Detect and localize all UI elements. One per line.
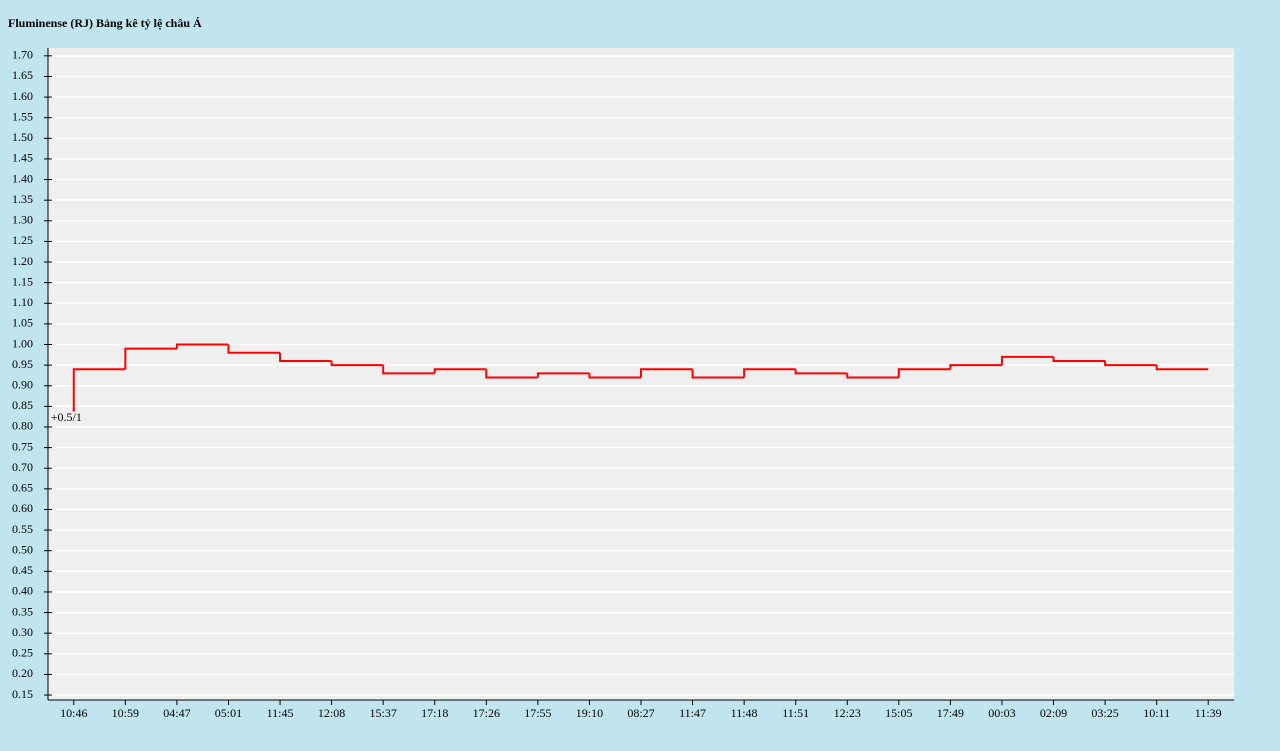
x-tick-label: 12:08 <box>318 706 345 720</box>
step-segment <box>691 369 745 379</box>
x-tick-label: 04:47 <box>163 706 190 720</box>
x-tick-label: 02:09 <box>1040 706 1067 720</box>
x-tick-label: 17:26 <box>473 706 500 720</box>
step-segment <box>72 368 126 411</box>
step-segment <box>227 344 281 354</box>
y-tick-label: 1.70 <box>12 48 33 62</box>
step-segment <box>1155 365 1209 371</box>
step-segment <box>1000 355 1054 366</box>
x-tick-label: 11:48 <box>731 706 758 720</box>
y-tick-label: 1.05 <box>12 316 33 330</box>
y-tick-label: 0.95 <box>12 357 33 371</box>
x-tick-label: 19:10 <box>576 706 603 720</box>
step-segment <box>743 368 796 378</box>
y-tick-label: 0.70 <box>12 460 33 474</box>
y-tick-label: 1.60 <box>12 89 33 103</box>
x-tick-label: 08:27 <box>627 706 654 720</box>
x-tick-label: 03:25 <box>1091 706 1118 720</box>
x-tick-label: 17:55 <box>524 706 551 720</box>
y-tick-label: 0.30 <box>12 625 33 639</box>
step-segment <box>949 364 1002 370</box>
x-tick-label: 10:11 <box>1143 706 1170 720</box>
x-tick-label: 00:03 <box>988 706 1015 720</box>
step-segment <box>588 373 641 379</box>
y-tick-label: 1.55 <box>12 109 33 123</box>
y-tick-label: 1.15 <box>12 274 33 288</box>
step-segment <box>536 372 590 378</box>
step-segment <box>1052 356 1106 363</box>
y-tick-label: 1.50 <box>12 130 33 144</box>
y-tick-label: 1.35 <box>12 192 33 206</box>
y-tick-label: 0.50 <box>12 542 33 556</box>
y-tick-label: 0.45 <box>12 563 33 577</box>
y-tick-label: 0.40 <box>12 584 33 598</box>
step-segment <box>846 373 899 379</box>
x-tick-label: 15:05 <box>885 706 912 720</box>
annotation: +0.5/1 <box>51 410 82 424</box>
x-tick-label: 11:47 <box>679 706 706 720</box>
step-segment <box>382 365 435 375</box>
x-tick-label: 17:18 <box>421 706 448 720</box>
y-tick-label: 1.45 <box>12 151 33 165</box>
chart-title: Fluminense (RJ) Bảng kê tỷ lệ châu Á <box>8 16 202 30</box>
y-tick-label: 0.85 <box>12 398 33 412</box>
step-segment <box>330 361 384 367</box>
x-tick-label: 10:59 <box>112 706 139 720</box>
y-tick-label: 0.55 <box>12 522 33 536</box>
y-tick-label: 1.25 <box>12 233 33 247</box>
y-tick-label: 1.10 <box>12 295 33 309</box>
x-tick-label: 05:01 <box>215 706 242 720</box>
step-segment <box>485 369 538 379</box>
y-tick-label: 0.15 <box>12 687 33 701</box>
x-tick-label: 11:39 <box>1195 706 1222 720</box>
step-segment <box>279 352 332 363</box>
y-tick-label: 0.65 <box>12 481 33 495</box>
step-segment <box>640 368 693 378</box>
y-tick-label: 0.20 <box>12 666 33 680</box>
y-tick-label: 0.75 <box>12 439 33 453</box>
step-segment <box>124 347 177 370</box>
y-tick-label: 0.35 <box>12 604 33 618</box>
step-segment <box>794 369 848 375</box>
y-tick-label: 1.40 <box>12 171 33 185</box>
x-tick-label: 11:51 <box>782 706 809 720</box>
x-tick-label: 12:23 <box>834 706 861 720</box>
y-tick-label: 1.65 <box>12 68 33 82</box>
y-tick-label: 0.90 <box>12 378 33 392</box>
x-tick-label: 15:37 <box>370 706 397 720</box>
x-tick-label: 11:45 <box>267 706 294 720</box>
y-tick-label: 1.30 <box>12 213 33 227</box>
x-tick-label: 17:49 <box>937 706 964 720</box>
y-tick-label: 0.80 <box>12 419 33 433</box>
x-tick-label: 10:46 <box>60 706 87 720</box>
y-tick-label: 0.25 <box>12 646 33 660</box>
y-tick-label: 1.20 <box>12 254 33 268</box>
step-segment <box>175 343 229 349</box>
step-segment <box>897 368 951 378</box>
y-tick-label: 0.60 <box>12 501 33 515</box>
y-tick-label: 1.00 <box>12 336 33 350</box>
step-segment <box>1104 361 1157 367</box>
step-segment <box>433 368 487 374</box>
